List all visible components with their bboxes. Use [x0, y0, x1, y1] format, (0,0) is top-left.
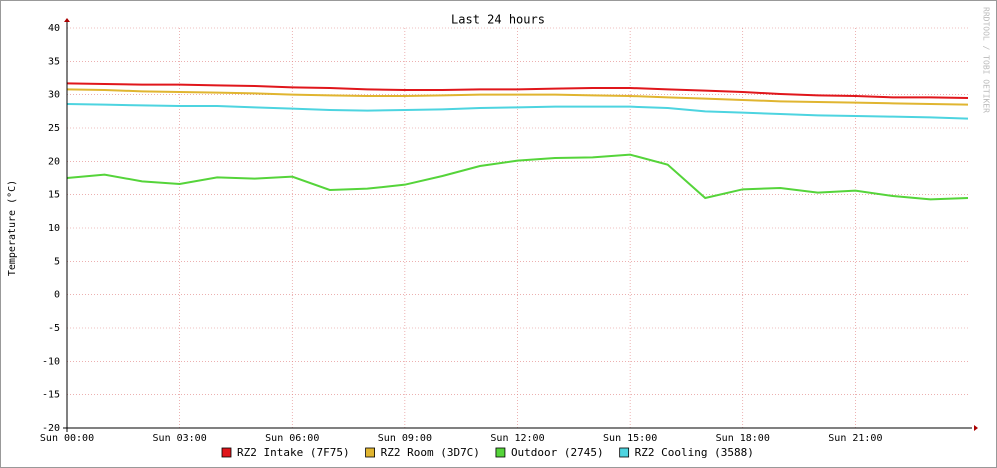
- chart-title: Last 24 hours: [451, 13, 545, 27]
- x-tick-label: Sun 03:00: [153, 433, 207, 444]
- y-tick-label: 30: [48, 90, 60, 101]
- y-tick-label: 10: [48, 223, 60, 234]
- y-tick-label: -10: [42, 356, 60, 367]
- x-tick-label: Sun 18:00: [716, 433, 770, 444]
- x-tick-label: Sun 06:00: [265, 433, 319, 444]
- legend-label: Outdoor (2745): [511, 446, 604, 459]
- y-tick-label: -15: [42, 390, 60, 401]
- x-tick-label: Sun 21:00: [828, 433, 882, 444]
- x-tick-label: Sun 15:00: [603, 433, 657, 444]
- legend-swatch: [495, 447, 506, 458]
- y-tick-label: 40: [48, 23, 60, 34]
- x-tick-label: Sun 12:00: [490, 433, 544, 444]
- x-arrow: [974, 425, 978, 431]
- y-tick-label: -20: [42, 423, 60, 434]
- legend-swatch: [221, 447, 232, 458]
- y-tick-label: 35: [48, 56, 60, 67]
- x-tick-label: Sun 09:00: [378, 433, 432, 444]
- series-line: [66, 82, 969, 99]
- y-tick-label: -5: [48, 323, 60, 334]
- y-tick-label: 25: [48, 123, 60, 134]
- legend-label: RZ2 Intake (7F75): [237, 446, 350, 459]
- y-arrow: [64, 18, 70, 22]
- y-tick-label: 0: [54, 290, 60, 301]
- series-line: [66, 103, 969, 120]
- series-line: [66, 88, 969, 106]
- legend-label: RZ2 Room (3D7C): [381, 446, 480, 459]
- y-tick-label: 20: [48, 156, 60, 167]
- series-line: [66, 153, 969, 201]
- x-tick-label: Sun 00:00: [40, 433, 94, 444]
- watermark: RRDTOOL / TOBI OETIKER: [982, 7, 991, 113]
- legend-swatch: [619, 447, 630, 458]
- legend-label: RZ2 Cooling (3588): [635, 446, 754, 459]
- y-tick-label: 5: [54, 256, 60, 267]
- y-axis-label: Temperature (°C): [7, 180, 18, 276]
- legend-swatch: [365, 447, 375, 458]
- y-tick-label: 15: [48, 190, 60, 201]
